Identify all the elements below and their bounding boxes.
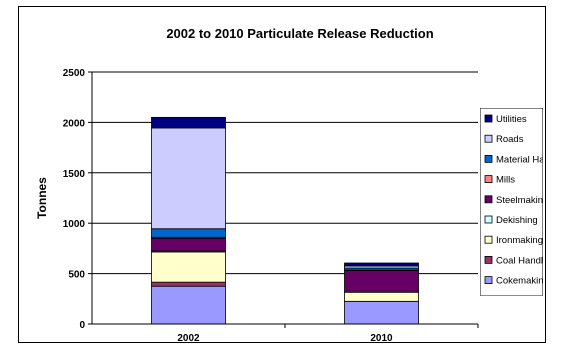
legend-label: Steelmaking	[496, 195, 548, 206]
bars	[151, 116, 419, 325]
chart-title: 2002 to 2010 Particulate Release Reducti…	[166, 26, 433, 41]
bar-segment-utilities-2010	[344, 262, 419, 267]
y-tick-label: 500	[68, 270, 85, 281]
legend-swatch	[484, 114, 493, 123]
bar-segment-steelmaking-2010	[344, 270, 419, 292]
bar-segment-ironmaking-2002	[151, 251, 226, 283]
y-tick-label: 1000	[63, 219, 86, 230]
legend-swatch	[484, 255, 493, 264]
bar-segment-roads-2002	[151, 127, 226, 230]
bar-segment-coal-handling-2002	[151, 281, 226, 287]
legend-swatch	[484, 175, 493, 184]
legend-label: Coal Handling	[496, 255, 556, 266]
legend: Utilities Roads Material Handli Mills Steelm…	[480, 108, 559, 296]
bar-segment-steelmaking-2002	[151, 237, 226, 252]
y-axis-label: Tonnes	[35, 177, 49, 219]
y-tick-label: 1500	[63, 169, 86, 180]
gridlines	[92, 71, 478, 275]
bar-segment-cokemaking-2010	[344, 300, 419, 325]
y-tick-label: 2500	[63, 68, 86, 79]
legend-swatch	[484, 134, 493, 143]
y-tick-label: 0	[79, 320, 85, 331]
legend-swatch	[484, 215, 493, 224]
legend-label: Cokemaking	[496, 276, 549, 287]
bar-segment-cokemaking-2002	[151, 285, 226, 325]
x-tick-label: 2002	[177, 333, 200, 344]
legend-label: Utilities	[496, 114, 527, 125]
legend-swatch	[484, 154, 493, 163]
legend-swatch	[484, 276, 493, 285]
legend-label: Material Handli	[496, 154, 559, 165]
y-tick-label: 2000	[63, 118, 86, 129]
legend-label: Mills	[496, 175, 515, 186]
legend-label: Roads	[496, 134, 524, 145]
bar-segment-utilities-2002	[151, 116, 226, 129]
x-tick-label: 2010	[370, 333, 393, 344]
axes: 0 500 1000 1500 2000 2500 2002 2010	[63, 68, 479, 344]
bar-segment-material-handli-2002	[151, 228, 226, 238]
chart-frame	[18, 6, 546, 343]
legend-label: Ironmaking	[496, 235, 543, 246]
bar-segment-ironmaking-2010	[344, 291, 419, 302]
legend-swatch	[484, 235, 493, 244]
legend-label: Dekishing	[496, 215, 538, 226]
legend-swatch	[484, 195, 493, 204]
